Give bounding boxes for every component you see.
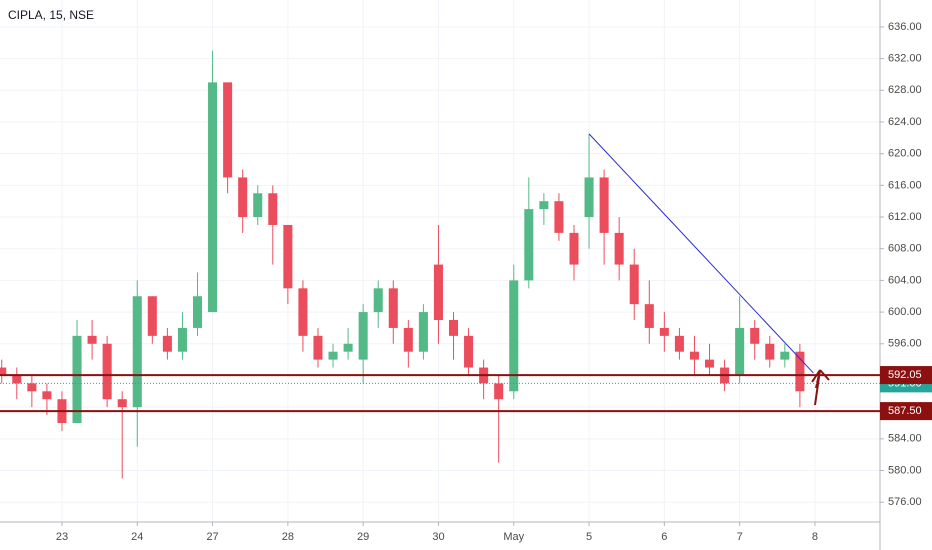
candle-body [117, 399, 127, 408]
candle-body [674, 335, 684, 352]
candle-body [373, 288, 383, 313]
candle-body [524, 209, 534, 281]
y-tick-label: 576.00 [888, 496, 922, 508]
candle-body [403, 327, 413, 352]
candle-body [464, 335, 474, 368]
candle-body [147, 296, 157, 336]
candle-body [358, 312, 368, 360]
candle-body [208, 82, 218, 313]
candle-body [0, 367, 7, 376]
x-tick-label: 28 [282, 531, 294, 543]
y-tick-label: 600.00 [888, 306, 922, 318]
candle-body [177, 327, 187, 352]
candle-body [223, 82, 233, 178]
y-tick-label: 584.00 [888, 433, 922, 445]
candle-body [72, 335, 82, 423]
y-tick-label: 612.00 [888, 211, 922, 223]
candle-body [780, 351, 790, 360]
x-tick-label: 7 [737, 531, 743, 543]
candle-body [12, 375, 22, 384]
x-tick-label: 24 [131, 531, 143, 543]
candle-body [614, 232, 624, 265]
candle-body [162, 335, 172, 352]
x-tick-label: May [503, 531, 524, 543]
x-tick-label: 8 [812, 531, 818, 543]
candle-body [283, 224, 293, 289]
candle-body [659, 327, 669, 336]
candle-body [705, 359, 715, 368]
candle-body [27, 383, 37, 392]
candle-body [795, 351, 805, 392]
candle-body [268, 193, 278, 225]
candle-body [418, 312, 428, 352]
candle-body [328, 351, 338, 360]
y-tick-label: 628.00 [888, 84, 922, 96]
candle-body [42, 391, 52, 400]
candle-body [494, 383, 504, 400]
y-tick-label: 616.00 [888, 179, 922, 191]
candle-body [644, 304, 654, 328]
trend-line [588, 133, 814, 374]
candle-body [388, 288, 398, 328]
y-tick-label: 632.00 [888, 53, 922, 65]
candle-body [448, 320, 459, 336]
candle-body [735, 327, 745, 376]
candle-body [102, 343, 112, 400]
level-label: 592.05 [888, 369, 922, 381]
candle-body [238, 177, 248, 218]
candle-body [298, 288, 308, 336]
x-tick-label: 27 [206, 531, 218, 543]
y-tick-label: 596.00 [888, 338, 922, 350]
y-tick-label: 624.00 [888, 116, 922, 128]
candle-body [253, 193, 263, 218]
candle-body [192, 296, 203, 328]
y-tick-label: 608.00 [888, 243, 922, 255]
level-box [880, 402, 932, 421]
y-tick-label: 604.00 [888, 274, 922, 286]
candle-body [433, 264, 443, 321]
x-tick-label: 6 [661, 531, 667, 543]
level-label: 587.50 [888, 405, 922, 417]
x-tick-label: 23 [56, 531, 68, 543]
level-box [880, 366, 932, 385]
candle-body [343, 343, 353, 352]
candle-body [584, 177, 594, 218]
candle-body [689, 351, 699, 360]
candle-body [87, 335, 97, 344]
candle-body [569, 232, 579, 265]
candle-body [599, 177, 609, 233]
candle-body [554, 201, 564, 233]
x-tick-label: 30 [432, 531, 444, 543]
candle-body [539, 201, 549, 210]
candle-body [629, 264, 639, 305]
y-tick-label: 620.00 [888, 148, 922, 160]
y-tick-label: 580.00 [888, 464, 922, 476]
y-tick-label: 636.00 [888, 21, 922, 33]
candle-body [750, 327, 760, 344]
x-tick-label: 5 [586, 531, 592, 543]
candle-body [765, 343, 775, 360]
candle-body [509, 280, 519, 392]
chart-title: CIPLA, 15, NSE [8, 8, 94, 22]
candle-body [313, 335, 323, 360]
x-tick-label: 29 [357, 531, 369, 543]
candle-body [132, 296, 142, 408]
